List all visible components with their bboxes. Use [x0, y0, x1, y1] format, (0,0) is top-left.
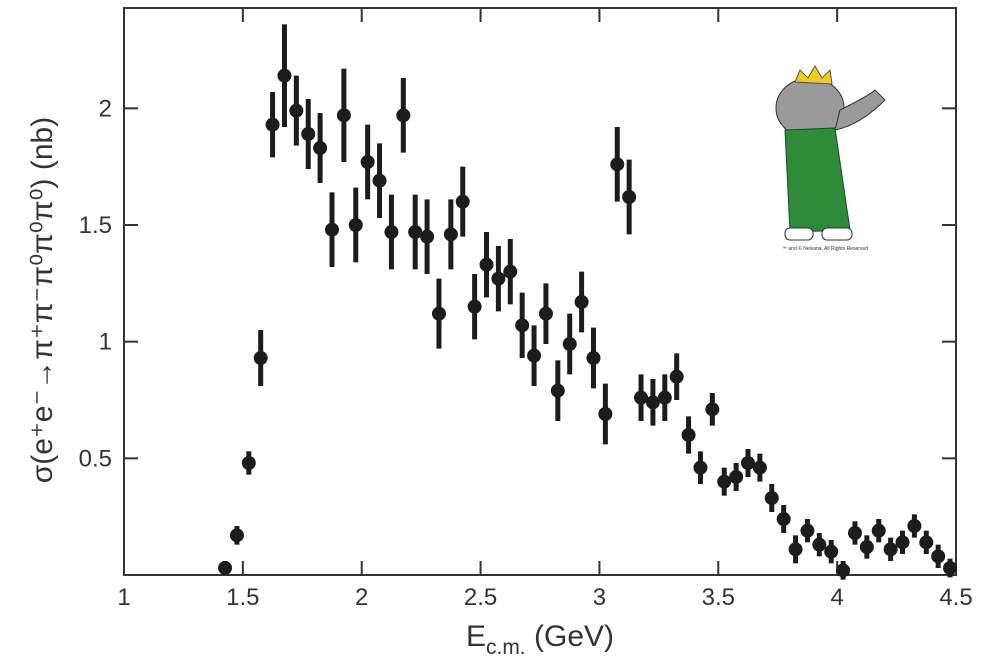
data-point: [384, 225, 399, 239]
x-tick-label: 3: [593, 584, 606, 611]
data-point: [348, 218, 363, 232]
data-point: [408, 225, 423, 239]
x-label-rest: (GeV): [526, 620, 614, 653]
x-label-sub: c.m.: [486, 636, 526, 659]
data-point: [764, 491, 779, 505]
data-point: [705, 402, 720, 417]
data-point: [788, 542, 803, 557]
x-tick-label: 4.5: [939, 584, 972, 611]
data-point: [836, 563, 851, 578]
y-tick-label: 2: [99, 95, 112, 122]
plot-frame: [123, 7, 957, 576]
data-point: [515, 318, 530, 333]
y-tick-label: 1.5: [79, 212, 112, 239]
data-point: [431, 306, 446, 321]
data-point: [943, 561, 958, 575]
x-tick-label: 3.5: [702, 584, 735, 611]
data-point: [538, 306, 553, 321]
data-point: [871, 523, 886, 538]
data-point: [313, 141, 328, 155]
x-label-main: E: [466, 620, 486, 653]
data-point: [645, 395, 660, 410]
data-point: [218, 561, 233, 575]
data-point: [253, 351, 268, 365]
x-tick-label: 2: [355, 584, 368, 611]
data-point: [598, 407, 613, 421]
data-point: [907, 519, 922, 533]
data-point: [574, 295, 589, 309]
data-point: [301, 127, 316, 141]
data-point: [420, 229, 435, 244]
data-point: [550, 383, 565, 398]
x-tick-label: 2.5: [464, 584, 497, 611]
data-point: [741, 456, 755, 470]
data-point: [729, 470, 744, 484]
data-point: [776, 512, 791, 526]
x-tick-label: 1: [117, 584, 130, 611]
x-axis-label: Ec.m. (GeV): [466, 620, 614, 659]
data-point: [859, 540, 874, 554]
data-point: [325, 222, 339, 237]
data-point: [669, 369, 684, 384]
data-point: [622, 190, 637, 204]
data-point: [503, 264, 518, 279]
data-point: [443, 227, 458, 242]
data-point: [586, 351, 601, 365]
data-point: [241, 456, 256, 470]
data-point: [800, 523, 815, 538]
data-point: [931, 549, 946, 564]
data-point: [634, 390, 649, 405]
data-point: [277, 68, 292, 83]
data-point: [824, 544, 839, 559]
image-caption: ™ and © Nelvana, All Rights Reserved: [782, 245, 868, 252]
mascot: ™ and © Nelvana, All Rights Reserved: [775, 65, 886, 252]
data-point: [336, 108, 351, 123]
data-point: [372, 173, 387, 188]
data-point: [289, 103, 304, 118]
x-tick-label: 1.5: [226, 584, 259, 611]
data-point: [562, 337, 577, 351]
data-point: [467, 299, 482, 314]
data-point: [883, 542, 898, 557]
data-point: [919, 535, 934, 550]
data-point: [360, 155, 375, 169]
data-point: [527, 348, 542, 363]
data-point: [610, 157, 625, 172]
data-point: [752, 460, 767, 475]
data-point: [479, 257, 494, 272]
data-point: [396, 108, 411, 123]
data-point: [657, 390, 672, 405]
data-point: [491, 271, 506, 286]
data-point: [895, 535, 910, 550]
x-tick-label: 4: [830, 584, 843, 611]
data-point: [717, 474, 732, 489]
data-point: [681, 428, 696, 442]
data-point: [229, 528, 244, 543]
y-axis-label: σ(e⁺e⁻→π⁺π⁻π⁰π⁰π⁰) (nb): [26, 117, 59, 483]
y-tick-label: 1: [99, 329, 112, 356]
data-point: [812, 537, 827, 552]
data-point: [693, 460, 708, 475]
data-point: [265, 117, 280, 132]
data-point: [847, 526, 862, 540]
data-point: [455, 194, 470, 209]
y-tick-label: 0.5: [79, 445, 112, 472]
